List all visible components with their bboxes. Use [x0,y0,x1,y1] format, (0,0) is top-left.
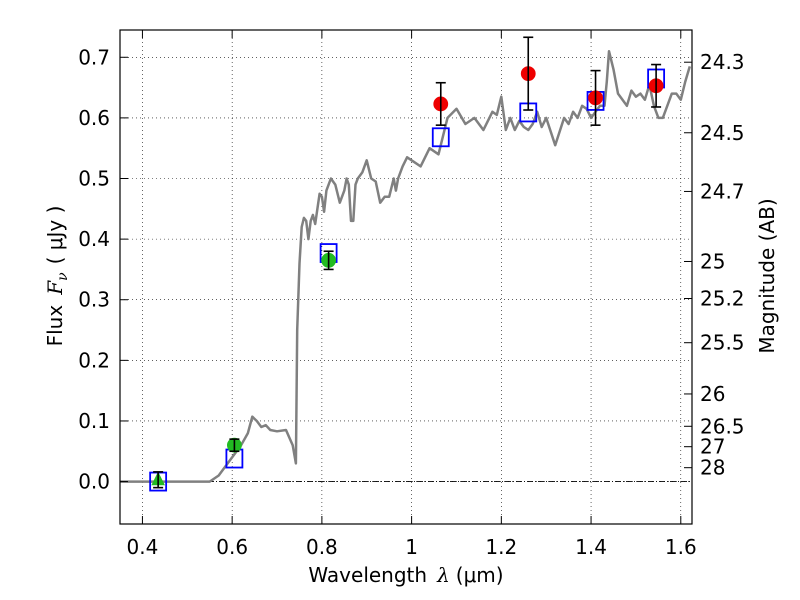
x-axis-label: Wavelength λ (μm) [308,563,503,587]
y-axis-label-symbol: F [43,280,67,296]
y-tick-label: 0.3 [78,288,110,312]
x-tick-label: 1.4 [575,535,607,559]
model-spectrum [120,49,691,483]
y-tick-labels: 0.0 0.1 0.2 0.3 0.4 0.5 0.6 0.7 [78,45,110,493]
magnitude-tick-label: 24.7 [700,179,745,203]
magnitude-tick-label: 27 [700,435,725,459]
x-axis-label-symbol: λ [436,563,450,587]
y-tick-label: 0.0 [78,470,110,494]
spectrum-line [120,49,691,483]
x-tick-label: 0.6 [216,535,248,559]
magnitude-tick-label: 26 [700,382,725,406]
magnitude-tick-label: 26.5 [700,414,745,438]
x-tick-label: 1.6 [665,535,697,559]
y-tick-label: 0.4 [78,227,110,251]
y-axis-label-unit: ( μJy ) [43,206,67,265]
x-tick-labels: 0.4 0.6 0.8 1 1.2 1.4 1.6 [127,535,697,559]
y-tick-label: 0.1 [78,409,110,433]
grid-lines [120,30,692,524]
y-axis-label-subscript: ν [55,272,71,281]
magnitude-tick-label: 24.5 [700,121,745,145]
tick-marks [120,30,692,524]
y-tick-label: 0.7 [78,45,110,69]
magnitude-tick-label: 25 [700,249,725,273]
y-tick-label: 0.2 [78,348,110,372]
magnitude-tick-label: 25.5 [700,331,745,355]
model-photometry-square [431,127,450,148]
x-tick-label: 0.8 [306,535,338,559]
y-axis-label-text: Flux [43,305,67,347]
x-tick-label: 1 [405,535,418,559]
y-tick-label: 0.6 [78,106,110,130]
y-tick-label: 0.5 [78,167,110,191]
plot-frame [119,29,693,525]
magnitude-tick-label: 24.3 [700,50,745,74]
magnitude-tick-label: 28 [700,456,725,480]
magnitude-tick-label: 25.2 [700,287,745,311]
y-axis-label: Flux Fν ( μJy ) [43,206,71,347]
x-axis-label-unit: (μm) [456,563,504,587]
data-markers [149,36,666,492]
x-axis-label-text: Wavelength [308,563,427,587]
x-tick-label: 1.2 [485,535,517,559]
y2-axis-label: Magnitude (AB) [755,198,779,353]
x-tick-label: 0.4 [127,535,159,559]
